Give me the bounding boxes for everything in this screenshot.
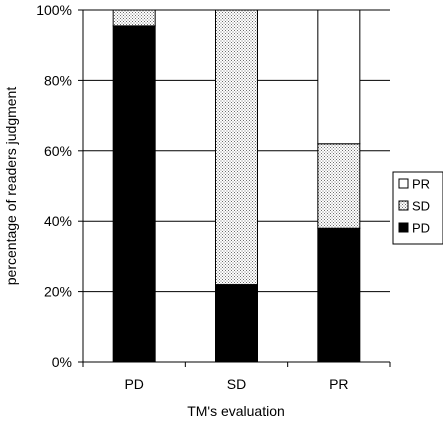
- legend-label-pr: PR: [412, 177, 430, 192]
- axes: [82, 10, 390, 363]
- legend-swatch-pd: [398, 222, 409, 233]
- x-tick-label-sd: SD: [227, 376, 246, 392]
- bar-sd-sd: [215, 9, 258, 286]
- y-tick-label-0: 0%: [52, 354, 72, 370]
- legend-swatch-sd: [398, 200, 409, 211]
- y-tick-label-4: 80%: [44, 72, 72, 88]
- y-axis-title: percentage of readers judgment: [3, 87, 19, 286]
- x-tick-labels: PD SD PR: [82, 362, 391, 392]
- legend-label-sd: SD: [412, 199, 430, 214]
- legend-label-pd: PD: [412, 221, 430, 236]
- y-tick-label-2: 40%: [44, 213, 72, 229]
- legend-swatch-pr: [398, 178, 409, 189]
- legend: PR SD PD: [392, 171, 443, 245]
- y-tick-labels: 0% 20% 40% 60% 80% 100%: [36, 2, 83, 370]
- bar-pr-pd: [317, 227, 361, 363]
- x-tick-label-pd: PD: [124, 376, 143, 392]
- x-axis-title: TM's evaluation: [187, 403, 285, 419]
- bar-pd-sd: [112, 9, 156, 27]
- bar-sd-pd: [215, 284, 258, 363]
- x-tick-label-pr: PR: [329, 376, 348, 392]
- y-tick-label-1: 20%: [44, 284, 72, 300]
- y-tick-label-3: 60%: [44, 143, 72, 159]
- bar-pr-sd: [317, 143, 361, 229]
- bar-pr-pr: [317, 9, 361, 145]
- bars: [112, 9, 361, 363]
- y-tick-label-5: 100%: [36, 2, 72, 18]
- bar-pd-pd: [112, 25, 156, 363]
